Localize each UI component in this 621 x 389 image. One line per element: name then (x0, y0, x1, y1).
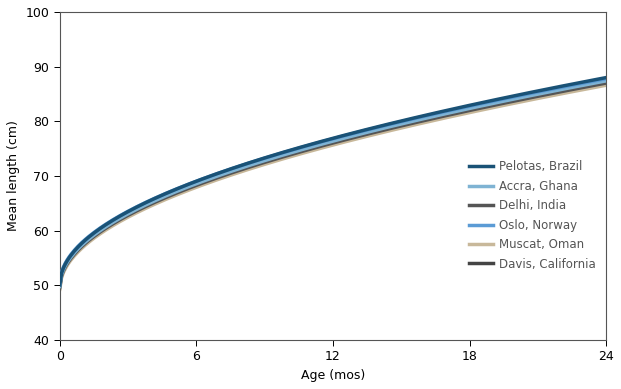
Davis, California (602, 77, 610, 82)
Muscat, Oman (379, 130, 387, 135)
Delhi, India (602, 81, 610, 85)
Pelotas, Brazil (379, 123, 387, 128)
Muscat, Oman (517, 100, 524, 104)
Oslo, Norway (381, 123, 389, 128)
Accra, Ghana (381, 126, 389, 130)
Legend: Pelotas, Brazil, Accra, Ghana, Delhi, India, Oslo, Norway, Muscat, Oman, Davis, : Pelotas, Brazil, Accra, Ghana, Delhi, In… (465, 156, 601, 275)
Muscat, Oman (58, 275, 65, 280)
Accra, Ghana (551, 88, 559, 93)
Pelotas, Brazil (551, 85, 559, 90)
Accra, Ghana (379, 126, 387, 131)
Pelotas, Brazil (58, 270, 65, 275)
Davis, California (56, 284, 63, 288)
Muscat, Oman (56, 287, 63, 292)
Line: Accra, Ghana: Accra, Ghana (60, 81, 606, 286)
Davis, California (58, 272, 65, 276)
Accra, Ghana (517, 95, 524, 100)
Oslo, Norway (58, 270, 65, 274)
Muscat, Oman (602, 83, 610, 88)
Pelotas, Brazil (602, 75, 610, 80)
X-axis label: Age (mos): Age (mos) (301, 369, 365, 382)
Oslo, Norway (551, 86, 559, 91)
Line: Delhi, India: Delhi, India (60, 83, 606, 287)
Oslo, Norway (517, 93, 524, 98)
Pelotas, Brazil (391, 120, 398, 125)
Line: Oslo, Norway: Oslo, Norway (60, 79, 606, 284)
Muscat, Oman (551, 93, 559, 97)
Davis, California (381, 124, 389, 129)
Delhi, India (391, 125, 398, 130)
Davis, California (391, 122, 398, 127)
Delhi, India (551, 91, 559, 95)
Delhi, India (381, 128, 389, 132)
Delhi, India (517, 98, 524, 102)
Delhi, India (56, 285, 63, 290)
Accra, Ghana (602, 79, 610, 83)
Line: Muscat, Oman: Muscat, Oman (60, 85, 606, 289)
Delhi, India (58, 273, 65, 278)
Davis, California (551, 87, 559, 92)
Muscat, Oman (381, 130, 389, 134)
Line: Davis, California: Davis, California (60, 80, 606, 286)
Pelotas, Brazil (56, 282, 63, 287)
Accra, Ghana (391, 123, 398, 128)
Oslo, Norway (391, 121, 398, 126)
Oslo, Norway (602, 76, 610, 81)
Pelotas, Brazil (381, 123, 389, 127)
Delhi, India (379, 128, 387, 133)
Davis, California (517, 94, 524, 99)
Muscat, Oman (391, 127, 398, 132)
Y-axis label: Mean length (cm): Mean length (cm) (7, 121, 20, 231)
Line: Pelotas, Brazil: Pelotas, Brazil (60, 77, 606, 285)
Accra, Ghana (58, 272, 65, 277)
Accra, Ghana (56, 284, 63, 289)
Davis, California (379, 125, 387, 130)
Oslo, Norway (56, 281, 63, 286)
Oslo, Norway (379, 124, 387, 128)
Pelotas, Brazil (517, 92, 524, 97)
